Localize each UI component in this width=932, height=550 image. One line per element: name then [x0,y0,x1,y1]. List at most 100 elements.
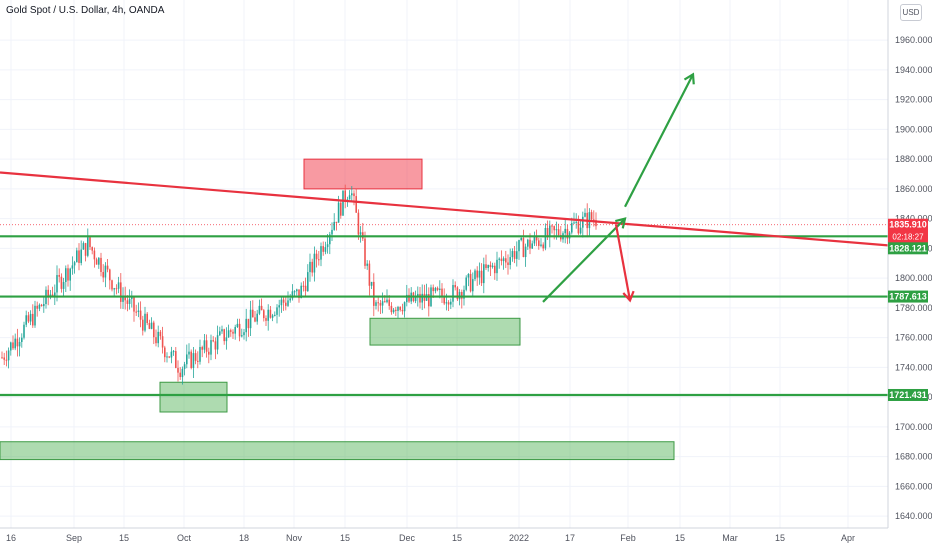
candle-up [71,265,74,269]
candle-up [150,322,153,329]
price-tick-label: 1760.000 [895,333,932,343]
candle-up [300,285,302,299]
candle-up [131,297,133,299]
candle-up [329,234,331,245]
candle-down [432,287,434,292]
candle-up [82,243,85,250]
time-tick-label: 15 [775,533,785,543]
candle-up [573,222,575,224]
candle-down [529,239,531,249]
bullish-arrow-head [615,217,627,229]
candle-up [38,304,41,309]
time-tick-label: Sep [66,533,82,543]
candle-up [73,262,76,266]
candle-down [505,258,507,263]
candle-down [238,323,241,337]
candle-up [386,299,388,303]
candle-down [194,353,197,361]
candle-down [1,357,3,359]
candle-up [7,350,10,361]
candle-down [124,296,126,301]
candle-up [113,288,115,290]
level-price-badge-text: 1787.613 [889,292,927,302]
candle-down [408,294,410,302]
candle-up [98,257,100,265]
candle-down [208,351,210,355]
candle-down [190,351,192,368]
candle-up [271,315,274,318]
candle-up [144,313,146,331]
candle-up [296,289,298,292]
level-price-badge [888,388,928,401]
candle-down [489,264,492,268]
candle-down [120,282,122,302]
currency-button[interactable]: USD [900,4,922,21]
candle-up [56,275,58,293]
demand-zone [369,317,521,346]
candle-down [12,342,14,349]
candle-up [280,299,283,306]
candle-down [230,330,232,332]
candle-up [527,239,529,247]
candle-up [54,292,56,297]
candle-up [104,265,107,278]
candle-down [111,280,113,290]
demand-zone [159,381,228,413]
candle-down [500,258,503,262]
candle-up [575,221,577,223]
candle-up [291,291,294,299]
price-tick-label: 1780.000 [895,303,932,313]
horizontal-levels [0,224,888,397]
candle-up [381,301,384,306]
candle-down [344,190,346,202]
candle-down [379,303,382,306]
zones [0,158,675,461]
candle-up [236,323,239,327]
candle-up [307,272,309,292]
candle-up [434,287,437,292]
candle-down [3,357,5,360]
candle-down [232,331,234,334]
candle-up [128,298,131,304]
candle-up [324,247,327,252]
candle-up [337,202,340,223]
time-tick-label: 15 [452,533,462,543]
candle-up [524,246,527,258]
bullish-arrow [542,217,626,303]
candle-up [137,310,140,312]
candle-up [69,268,71,281]
candle-down [78,250,80,263]
time-tick-label: 17 [565,533,575,543]
candle-down [436,287,439,290]
supply-zone [303,158,423,190]
candle-down [168,356,170,358]
candle-down [282,299,285,303]
candle-up [403,302,406,312]
candle-up [463,289,465,299]
candle-down [51,294,54,297]
candle-down [93,250,96,260]
level-price-badge-text: 1721.431 [889,390,927,400]
candle-down [335,221,338,223]
candle-up [172,351,175,353]
price-tick-label: 1660.000 [895,481,932,491]
candle-up [170,351,173,358]
candle-up [221,329,223,332]
candle-down [142,319,144,331]
candle-up [216,335,219,350]
candle-down [494,265,496,274]
candle-up [359,232,362,235]
candle-up [21,337,23,342]
candle-up [225,337,228,342]
candle-down [535,236,538,241]
level-price-badge-text: 1828.121 [889,243,927,253]
candle-down [304,285,307,292]
candle-up [331,229,333,235]
candle-up [183,364,186,369]
candle-up [14,338,16,349]
candle-down [164,347,166,358]
candle-up [199,347,201,362]
candle-down [126,300,129,304]
